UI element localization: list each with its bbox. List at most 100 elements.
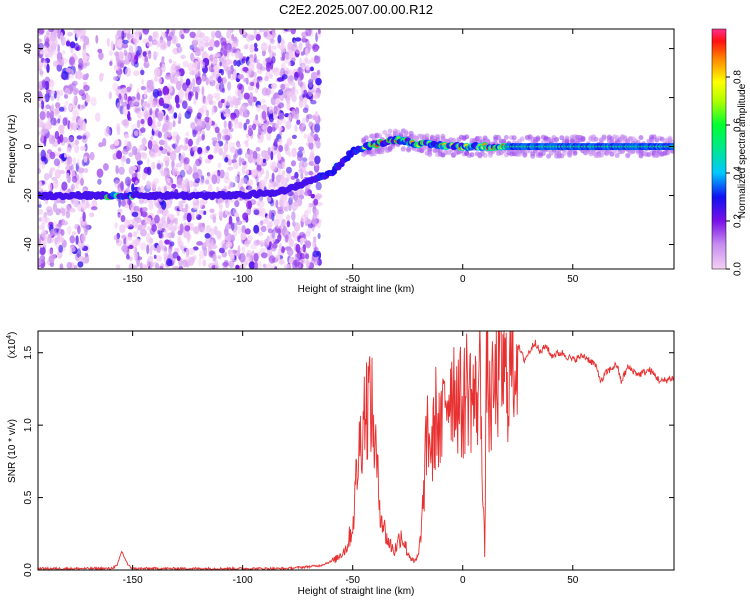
heatmap-cell [44, 93, 50, 103]
heatmap-cell [187, 62, 195, 72]
heatmap-cell [228, 233, 233, 242]
heatmap-cell [126, 141, 132, 151]
heatmap-cell [259, 66, 267, 71]
heatmap-cell [400, 146, 406, 152]
heatmap-cell [153, 254, 157, 259]
heatmap-cell [217, 255, 222, 260]
heatmap-cell [64, 100, 69, 106]
heatmap-cell [247, 85, 254, 91]
heatmap-cell [80, 145, 86, 152]
heatmap-cell [256, 239, 260, 245]
heatmap-cell [192, 145, 199, 152]
colorbar-tick-label: 0.8 [732, 70, 743, 84]
heatmap-cell [135, 29, 142, 38]
heatmap-cell [259, 239, 266, 246]
heatmap-cell [38, 42, 44, 50]
heatmap-cell [136, 119, 141, 129]
heatmap-cell [313, 92, 318, 100]
heatmap-cell [208, 262, 215, 269]
heatmap-cell [177, 63, 181, 69]
heatmap-cell [172, 60, 177, 67]
heatmap-cell [61, 50, 66, 55]
heatmap-cell [312, 114, 317, 121]
heatmap-cell [272, 52, 277, 57]
heatmap-cell [299, 189, 305, 196]
heatmap-cell [310, 193, 316, 199]
heatmap-cell [246, 179, 254, 187]
heatmap-cell [194, 60, 200, 70]
heatmap-cell [124, 52, 131, 62]
heatmap-cell [57, 147, 62, 152]
heatmap-cell [298, 146, 304, 152]
heatmap-cell [148, 238, 153, 248]
heatmap-cell [234, 212, 239, 218]
heatmap-cell [72, 109, 79, 118]
heatmap-cell [171, 34, 177, 44]
heatmap-cell [172, 251, 179, 259]
heatmap-cell [90, 96, 97, 107]
spectrogram-xlabel: Height of straight line (km) [298, 284, 415, 295]
y-tick-label: -40 [23, 237, 34, 252]
heatmap-cell [255, 114, 259, 121]
heatmap-cell [97, 178, 102, 185]
heatmap-cell [109, 144, 116, 150]
heatmap-cell [81, 93, 86, 101]
heatmap-cell [131, 183, 135, 193]
heatmap-cell [287, 61, 292, 67]
heatmap-cell [74, 144, 79, 154]
heatmap-cell [41, 215, 48, 224]
heatmap-cell [168, 58, 173, 64]
heatmap-cell [50, 117, 57, 126]
heatmap-cell [107, 37, 110, 47]
heatmap-cell [255, 33, 261, 41]
heatmap-cell [222, 151, 227, 159]
heatmap-cell [47, 234, 52, 239]
heatmap-cell [71, 142, 75, 148]
heatmap-cell [292, 201, 299, 210]
heatmap-cell [97, 48, 103, 54]
heatmap-cell [117, 70, 122, 79]
heatmap-cell [211, 244, 218, 249]
heatmap-cell [256, 164, 262, 173]
heatmap-cell [175, 43, 181, 48]
heatmap-cell [276, 77, 284, 82]
heatmap-cell [241, 246, 246, 254]
heatmap-cell [249, 44, 255, 53]
heatmap-cell [243, 260, 248, 267]
heatmap-cell [61, 71, 69, 81]
heatmap-cell [243, 44, 248, 50]
heatmap-cell [259, 220, 264, 226]
heatmap-cell [224, 224, 229, 232]
heatmap-cell [236, 220, 243, 226]
heatmap-cell [40, 149, 46, 160]
heatmap-cell [179, 154, 185, 164]
heatmap-cell [307, 227, 312, 234]
heatmap-cell [149, 108, 153, 116]
heatmap-cell [163, 140, 168, 149]
heatmap-cell [196, 85, 200, 93]
heatmap-cell [314, 116, 320, 125]
heatmap-cell [203, 246, 208, 257]
heatmap-cell [146, 244, 150, 255]
heatmap-cell [204, 179, 210, 185]
heatmap-cell [225, 210, 229, 216]
heatmap-cell [44, 121, 52, 129]
heatmap-cell [254, 261, 258, 269]
x-tick-label: 0 [460, 575, 466, 586]
heatmap-cell [301, 36, 306, 43]
heatmap-cell [122, 243, 128, 253]
heatmap-cell [280, 67, 285, 75]
heatmap-cell [184, 110, 192, 119]
heatmap-cell [252, 171, 257, 179]
heatmap-cell [219, 169, 225, 179]
heatmap-cell [287, 41, 293, 50]
heatmap-cell [46, 30, 50, 36]
heatmap-cell [202, 222, 205, 227]
heatmap-cell [69, 208, 76, 213]
heatmap-cell [193, 226, 200, 235]
heatmap-cell [94, 112, 101, 122]
heatmap-cell [173, 112, 178, 119]
heatmap-cell [163, 249, 167, 258]
heatmap-cell [195, 91, 199, 100]
